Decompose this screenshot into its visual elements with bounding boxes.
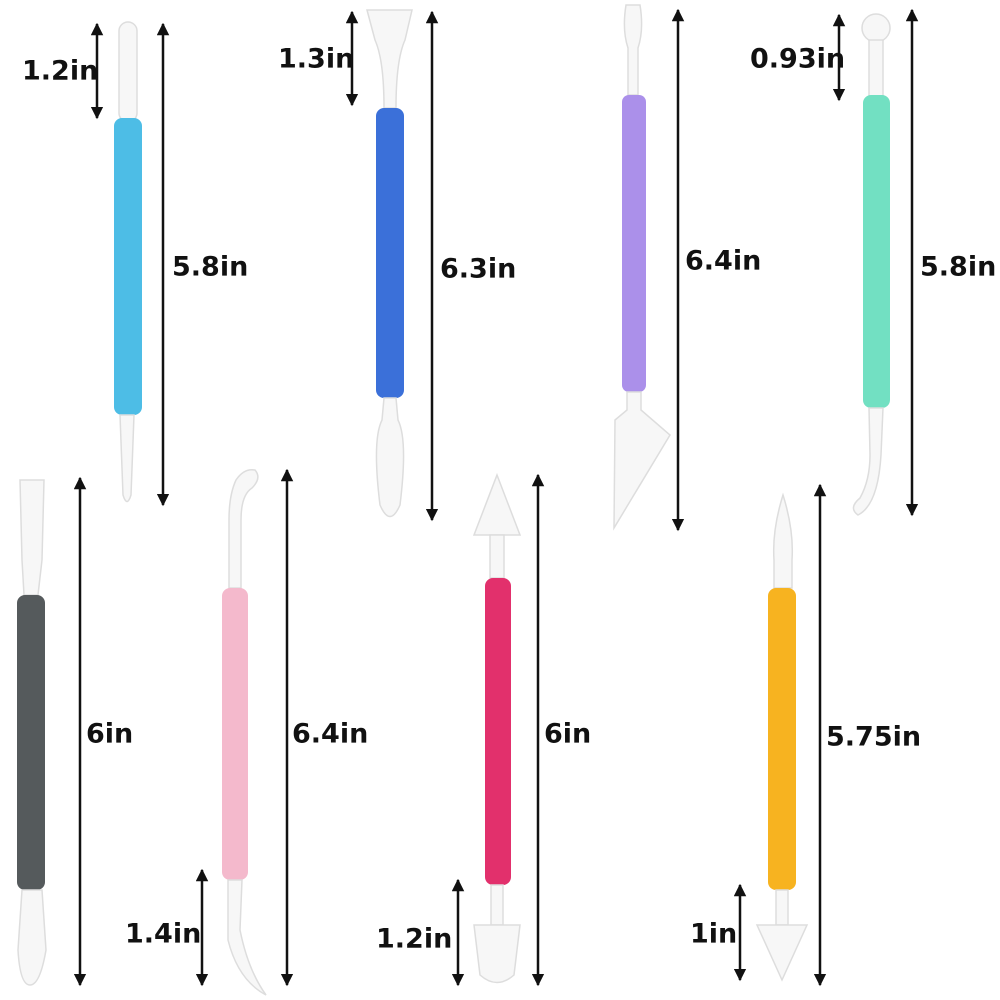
- dimension-label: 5.75in: [826, 722, 921, 753]
- dimension-label: 1in: [690, 919, 737, 950]
- dimension-label: 5.8in: [920, 252, 996, 283]
- dimension-label: 6.4in: [292, 719, 368, 750]
- tool-mint: [852, 13, 891, 516]
- dimension-label: 6in: [544, 719, 591, 750]
- dimension-label: 6.4in: [685, 246, 761, 277]
- dimension-label: 0.93in: [750, 44, 845, 75]
- dimension-label: 6in: [86, 719, 133, 750]
- tool-blue: [366, 9, 413, 518]
- dimension-label: 1.4in: [125, 919, 201, 950]
- dimension-label: 1.3in: [278, 44, 354, 75]
- dimension-label: 5.8in: [172, 252, 248, 283]
- tool-pink: [222, 468, 267, 996]
- tool-orange: [755, 492, 809, 982]
- dimension-label: 6.3in: [440, 254, 516, 285]
- tool-cyan: [114, 21, 142, 503]
- tool-gray: [17, 479, 47, 986]
- dimension-label: 1.2in: [376, 924, 452, 955]
- tool-magenta: [472, 472, 522, 984]
- tool-purple: [613, 4, 671, 531]
- dimension-label: 1.2in: [22, 56, 98, 87]
